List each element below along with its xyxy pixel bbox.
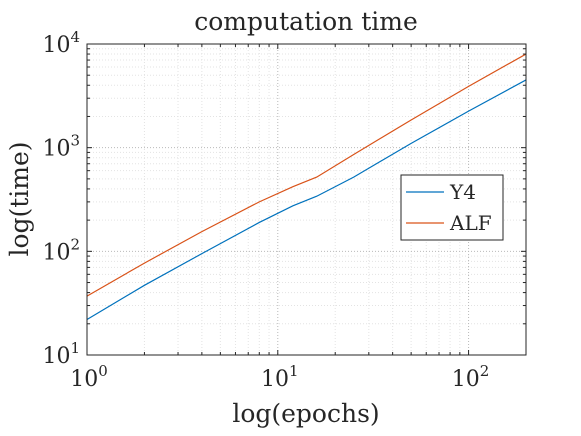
y-tick-base: 10: [42, 240, 70, 265]
x-tick-labels: 100 101 102: [70, 362, 489, 392]
y-tick-exp: 4: [70, 28, 80, 46]
y-tick-base: 10: [42, 137, 70, 162]
chart-title: computation time: [194, 7, 418, 36]
x-axis-label: log(epochs): [232, 399, 379, 428]
y-tick-label: 103: [42, 132, 80, 162]
legend: Y4 ALF: [400, 174, 504, 241]
y-tick-label: 102: [42, 235, 80, 265]
y-axis-label: log(time): [5, 141, 34, 256]
x-tick-exp: 1: [289, 362, 299, 380]
series-line-alf: [86, 53, 527, 297]
y-tick-exp: 2: [70, 235, 80, 253]
y-tick-label: 101: [42, 339, 80, 369]
y-tick-exp: 3: [70, 132, 80, 150]
series-layer: [86, 53, 527, 321]
x-tick-base: 10: [261, 367, 289, 392]
y-tick-base: 10: [42, 344, 70, 369]
x-tick-base: 10: [70, 367, 98, 392]
x-tick-exp: 0: [98, 362, 108, 380]
x-tick-label: 102: [452, 362, 490, 392]
series-line-y4: [86, 79, 527, 321]
plot-frame: [86, 43, 527, 356]
minor-grid: [87, 44, 527, 355]
legend-box: [400, 174, 504, 241]
y-tick-base: 10: [42, 33, 70, 58]
legend-label-alf: ALF: [449, 211, 492, 235]
y-tick-exp: 1: [70, 339, 80, 357]
x-tick-label: 100: [70, 362, 108, 392]
y-tick-label: 104: [42, 28, 80, 58]
x-tick-label: 101: [261, 362, 299, 392]
tick-marks: [86, 43, 527, 356]
x-tick-base: 10: [452, 367, 480, 392]
legend-label-y4: Y4: [449, 180, 476, 204]
x-tick-exp: 2: [480, 362, 490, 380]
